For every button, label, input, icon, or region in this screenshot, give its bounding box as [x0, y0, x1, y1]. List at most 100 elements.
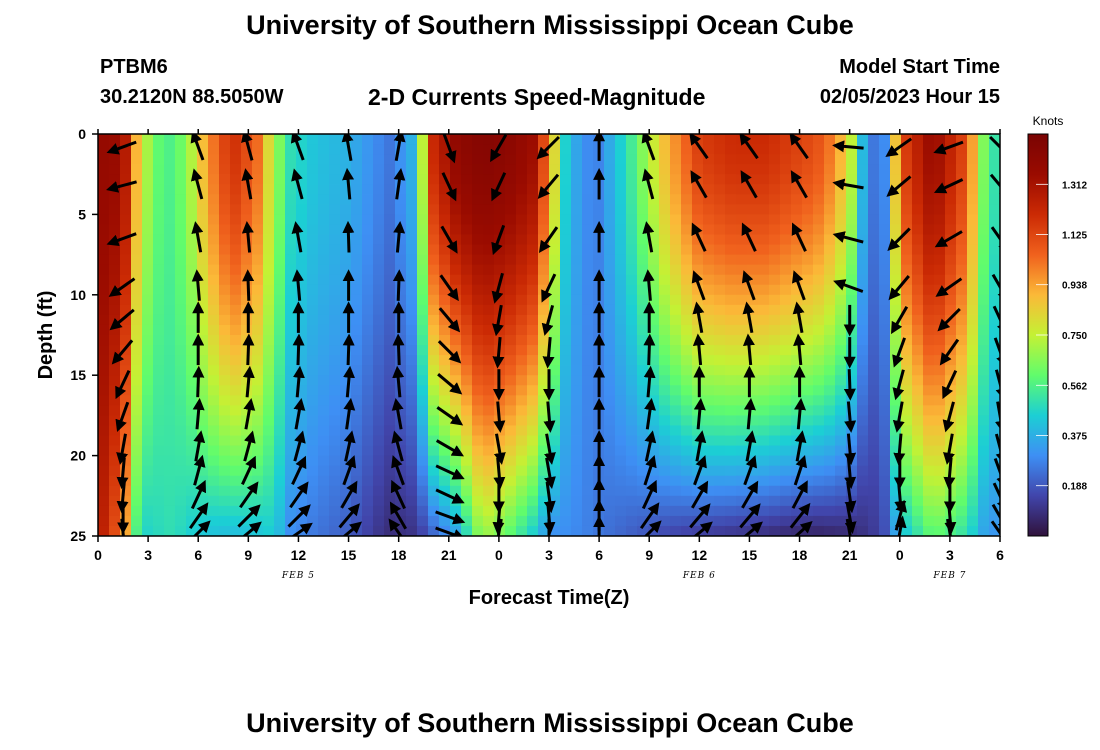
heatmap-cell — [659, 335, 671, 346]
heatmap-cell — [780, 284, 792, 296]
heatmap-cell — [923, 345, 935, 356]
heatmap-cell — [978, 294, 990, 306]
heatmap-cell — [549, 244, 561, 256]
heatmap-cell — [813, 204, 825, 215]
station-id: PTBM6 — [100, 56, 168, 78]
y-tick-label: 10 — [70, 287, 86, 303]
heatmap-cell — [98, 425, 110, 437]
heatmap-cell — [835, 304, 847, 316]
heatmap-cell — [131, 274, 143, 286]
heatmap-cell — [417, 395, 429, 406]
heatmap-cell — [648, 445, 660, 457]
heatmap-cell — [626, 515, 638, 527]
heatmap-cell — [241, 184, 253, 195]
heatmap-cell — [791, 194, 803, 205]
heatmap-cell — [131, 335, 143, 346]
heatmap-cell — [692, 144, 704, 155]
heatmap-cell — [461, 224, 473, 236]
heatmap-cell — [439, 435, 451, 447]
heatmap-cell — [934, 164, 946, 175]
heatmap-cell — [813, 525, 825, 536]
current-arrow — [438, 307, 461, 333]
heatmap-cell — [934, 174, 946, 185]
heatmap-cell — [879, 335, 891, 346]
heatmap-cell — [230, 405, 242, 416]
heatmap-cell — [186, 355, 198, 366]
heatmap-cell — [538, 445, 550, 457]
heatmap-cell — [967, 395, 979, 406]
heatmap-cell — [824, 294, 836, 306]
heatmap-cell — [879, 365, 891, 376]
heatmap-cell — [923, 425, 935, 437]
heatmap-cell — [527, 214, 539, 226]
heatmap-cell — [527, 184, 539, 195]
heatmap-cell — [659, 435, 671, 447]
heatmap-cell — [527, 465, 539, 477]
heatmap-cell — [560, 495, 572, 507]
heatmap-cell — [703, 174, 715, 185]
heatmap-cell — [890, 375, 902, 386]
heatmap-cell — [131, 435, 143, 447]
heatmap-cell — [670, 194, 682, 205]
heatmap-cell — [329, 194, 341, 205]
heatmap-cell — [285, 314, 297, 326]
heatmap-cell — [406, 284, 418, 296]
heatmap-cell — [571, 224, 583, 236]
heatmap-cell — [219, 314, 231, 326]
heatmap-cell — [395, 335, 407, 346]
heatmap-cell — [318, 485, 330, 497]
heatmap-cell — [417, 224, 429, 236]
heatmap-cell — [439, 505, 451, 517]
heatmap-cell — [472, 345, 484, 356]
heatmap-cell — [186, 184, 198, 195]
heatmap-cell — [307, 455, 319, 467]
heatmap-cell — [560, 525, 572, 536]
current-arrow — [343, 397, 356, 430]
heatmap-cell — [131, 184, 143, 195]
heatmap-cell — [560, 314, 572, 326]
heatmap-cell — [571, 365, 583, 376]
heatmap-cell — [538, 164, 550, 175]
heatmap-cell — [362, 234, 374, 246]
heatmap-cell — [395, 355, 407, 366]
heatmap-cell — [769, 274, 781, 286]
heatmap-cell — [472, 375, 484, 386]
heatmap-cell — [142, 194, 154, 205]
heatmap-cell — [120, 244, 132, 256]
heatmap-cell — [384, 365, 396, 376]
heatmap-cell — [868, 485, 880, 497]
heatmap-cell — [527, 264, 539, 276]
heatmap-cell — [175, 365, 187, 376]
heatmap-cell — [857, 405, 869, 416]
heatmap-cell — [549, 365, 561, 376]
heatmap-cell — [131, 455, 143, 467]
heatmap-cell — [384, 485, 396, 497]
heatmap-cell — [395, 234, 407, 246]
heatmap-cell — [373, 154, 385, 165]
heatmap-cell — [637, 395, 649, 406]
heatmap-cell — [98, 264, 110, 276]
heatmap-cell — [692, 204, 704, 215]
heatmap-cell — [923, 194, 935, 205]
heatmap-cell — [373, 355, 385, 366]
heatmap-cell — [769, 294, 781, 306]
heatmap-cell — [956, 224, 968, 236]
heatmap-cell — [428, 335, 440, 346]
heatmap-cell — [274, 164, 286, 175]
heatmap-cell — [560, 264, 572, 276]
heatmap-cell — [725, 465, 737, 477]
heatmap-cell — [285, 154, 297, 165]
heatmap-cell — [318, 385, 330, 396]
heatmap-cell — [395, 194, 407, 205]
heatmap-cell — [923, 314, 935, 326]
heatmap-cell — [164, 405, 176, 416]
heatmap-cell — [978, 134, 990, 145]
heatmap-cell — [263, 435, 275, 447]
heatmap-cell — [835, 425, 847, 437]
heatmap-cell — [901, 314, 913, 326]
current-arrow — [739, 134, 759, 160]
heatmap-cell — [692, 234, 704, 246]
heatmap-cell — [857, 224, 869, 236]
heatmap-cell — [604, 304, 616, 316]
heatmap-cell — [582, 254, 594, 266]
